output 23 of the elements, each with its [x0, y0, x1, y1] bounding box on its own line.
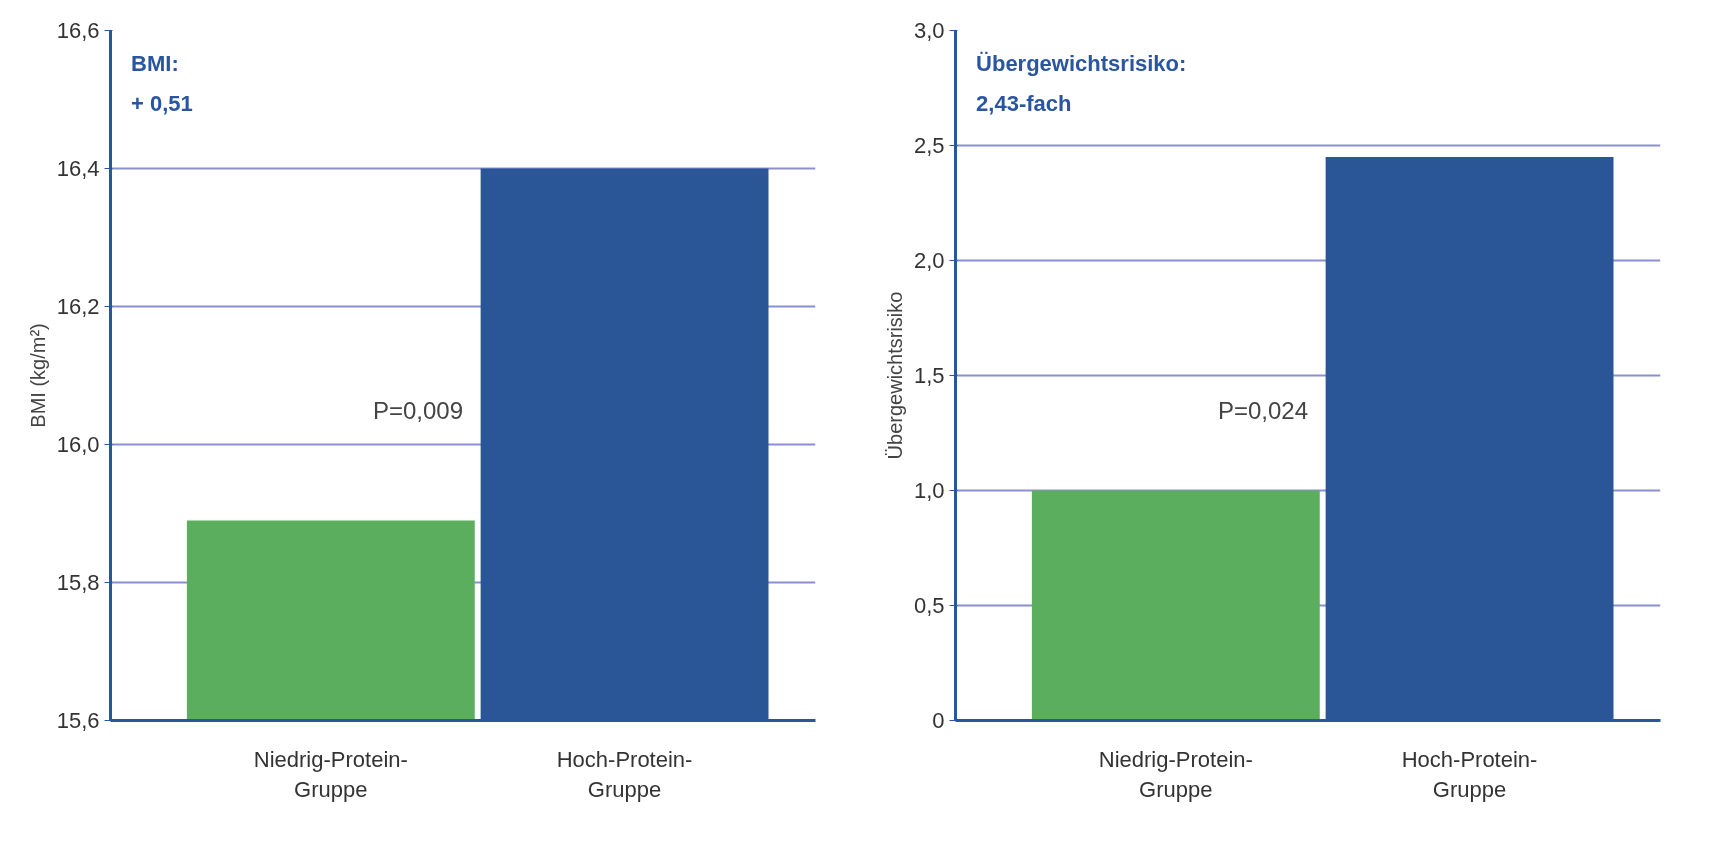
annotation: P=0,009 — [372, 396, 464, 424]
y-tick-label: 15,6 — [56, 708, 100, 733]
x-tick-label: Niedrig-Protein- Gruppe — [1098, 746, 1253, 802]
y-tick-label: 16,4 — [56, 156, 100, 181]
y-tick-label: 0 — [932, 708, 945, 733]
y-tick-label: 2,0 — [913, 248, 945, 273]
y-tick-label: 3,0 — [913, 18, 945, 43]
y-tick-label: 16,0 — [56, 432, 100, 457]
annotation: P=0,024 — [1217, 396, 1309, 424]
y-tick-label: 2,5 — [913, 133, 945, 158]
x-tick-label: Hoch-Protein- Gruppe — [556, 746, 693, 802]
x-tick-label: Hoch-Protein- Gruppe — [1401, 746, 1538, 802]
y-tick-label: 0,5 — [913, 593, 945, 618]
y-tick-label: 15,8 — [56, 570, 100, 595]
y-axis-title: BMI (kg/m²) — [26, 323, 49, 428]
y-tick-label: 16,6 — [56, 18, 100, 43]
y-tick-label: 1,0 — [913, 478, 945, 503]
annotation: Übergewichtsrisiko: 2,43-fach — [976, 51, 1187, 117]
annotation: BMI: + 0,51 — [131, 51, 193, 117]
y-tick-label: 16,2 — [56, 294, 100, 319]
y-axis-title: Übergewichtsrisiko — [883, 291, 906, 460]
x-tick-label: Niedrig-Protein- Gruppe — [253, 746, 408, 802]
y-tick-label: 1,5 — [913, 363, 945, 388]
